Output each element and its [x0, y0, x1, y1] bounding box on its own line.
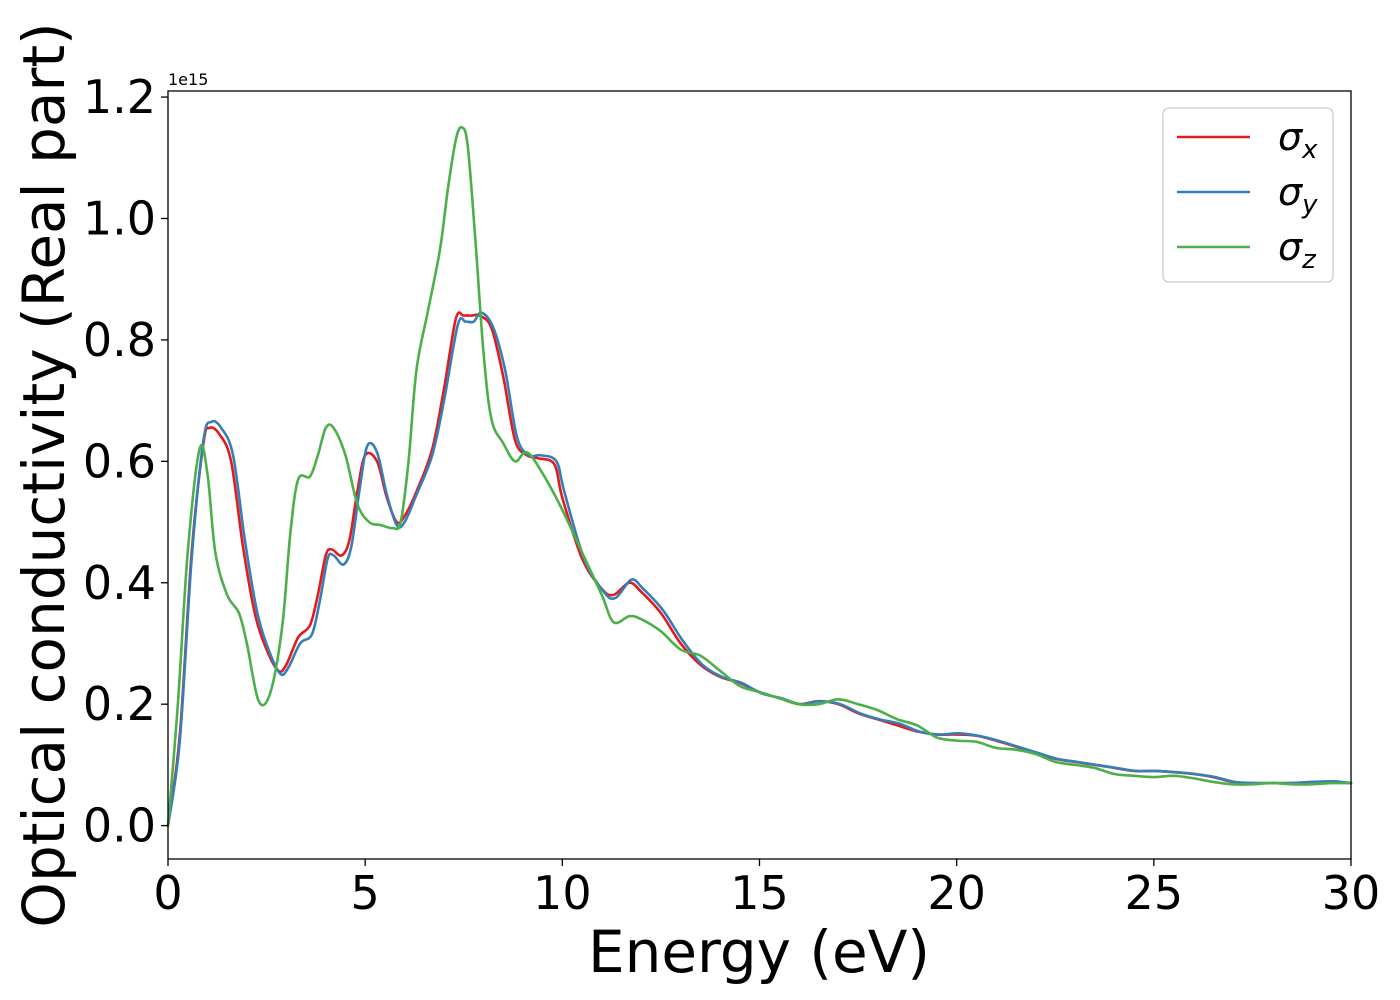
x-axis-label: Energy (eV)	[588, 918, 930, 986]
x-tick-label: 15	[730, 866, 789, 920]
x-tick-label: 0	[153, 866, 182, 920]
y-tick-label: 0.0	[83, 799, 156, 853]
y-axis-ticks: 0.0 0.2 0.4 0.6 0.8 1.0 1.2	[83, 70, 168, 853]
y-tick-label: 0.6	[83, 434, 156, 488]
x-axis-ticks: 0 5 10 15 20 25 30	[153, 859, 1380, 920]
y-offset-label: 1e15	[168, 70, 208, 89]
y-tick-label: 0.4	[83, 556, 156, 610]
y-tick-label: 0.8	[83, 313, 156, 367]
x-tick-label: 10	[533, 866, 592, 920]
x-tick-label: 20	[927, 866, 986, 920]
x-tick-label: 25	[1125, 866, 1184, 920]
legend-label-y: σy	[1278, 170, 1318, 220]
y-tick-label: 1.2	[83, 70, 156, 124]
y-tick-label: 1.0	[83, 191, 156, 245]
legend-label-x: σx	[1278, 115, 1318, 165]
y-tick-label: 0.2	[83, 677, 156, 731]
series-line-z	[166, 125, 1353, 827]
series-layer	[166, 125, 1353, 827]
x-tick-label: 5	[351, 866, 380, 920]
y-axis-label: Optical conductivity (Real part)	[10, 22, 78, 927]
legend-box	[1162, 107, 1334, 283]
x-tick-label: 30	[1322, 866, 1381, 920]
legend-label-z: σz	[1278, 225, 1317, 275]
